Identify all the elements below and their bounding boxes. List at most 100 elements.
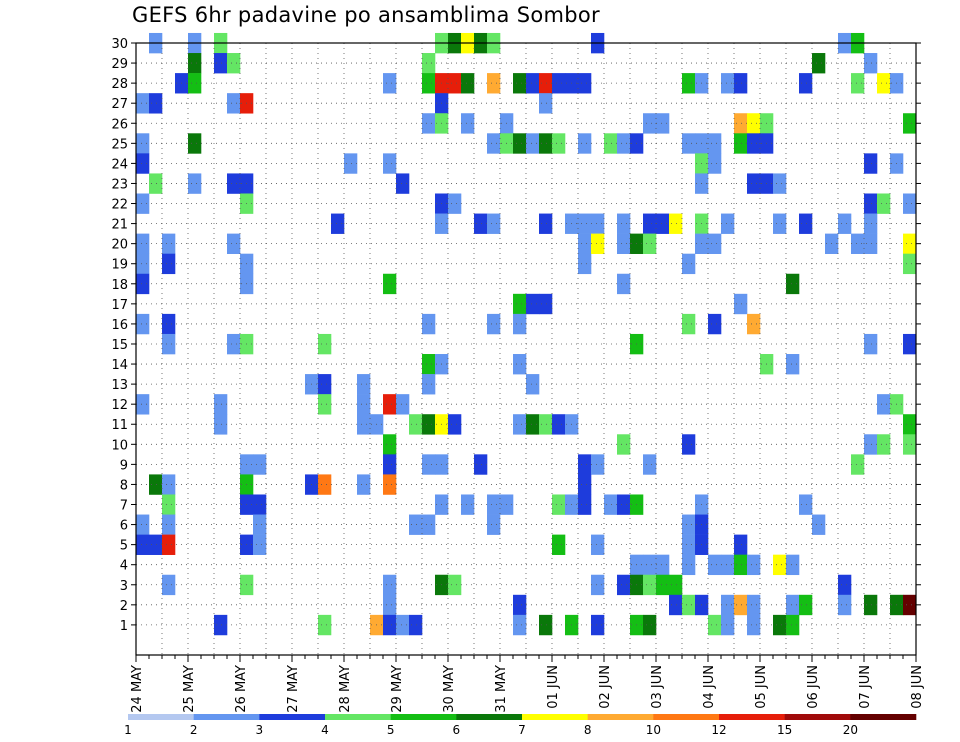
heatmap-cell (682, 595, 695, 615)
heatmap-cell (864, 193, 877, 213)
heatmap-cell (773, 555, 786, 575)
x-tick-label: 30 MAY (442, 665, 457, 713)
heatmap-cell (786, 274, 799, 294)
heatmap-cell (591, 234, 604, 254)
heatmap-cell (409, 414, 422, 434)
heatmap-cell (903, 113, 916, 133)
heatmap-cell (188, 53, 201, 73)
heatmap-cell (461, 73, 474, 93)
heatmap-cell (383, 73, 396, 93)
heatmap-cell (864, 434, 877, 454)
heatmap-cell (721, 214, 734, 234)
x-tick-label: 01 JUN (546, 665, 561, 709)
heatmap-cell (422, 414, 435, 434)
heatmap-cell (786, 615, 799, 635)
heatmap-cell (656, 555, 669, 575)
heatmap-cell (253, 515, 266, 535)
x-tick-label: 03 JUN (650, 665, 665, 709)
heatmap-cell (721, 555, 734, 575)
heatmap-cell (448, 73, 461, 93)
heatmap-cell (812, 515, 825, 535)
heatmap-cell (799, 595, 812, 615)
heatmap-cell (877, 193, 890, 213)
heatmap-cell (227, 173, 240, 193)
y-tick-label: 20 (111, 238, 128, 253)
heatmap-cell (669, 575, 682, 595)
colorbar-swatch (588, 714, 654, 720)
y-tick-label: 9 (120, 458, 128, 473)
heatmap-cell (734, 555, 747, 575)
heatmap-cell (682, 133, 695, 153)
y-tick-label: 8 (120, 478, 128, 493)
heatmap-cell (539, 133, 552, 153)
heatmap-cell (617, 434, 630, 454)
heatmap-cell (734, 133, 747, 153)
heatmap-cell (539, 93, 552, 113)
heatmap-cell (864, 334, 877, 354)
heatmap-cell (162, 575, 175, 595)
heatmap-cell (539, 73, 552, 93)
x-tick-label: 24 MAY (130, 665, 145, 713)
heatmap-cell (526, 73, 539, 93)
heatmap-cell (617, 133, 630, 153)
heatmap-cell (357, 394, 370, 414)
heatmap-cell (578, 254, 591, 274)
heatmap-cell (422, 53, 435, 73)
heatmap-cell (903, 234, 916, 254)
heatmap-cell (383, 595, 396, 615)
y-tick-label: 27 (111, 97, 128, 112)
heatmap-cell (474, 214, 487, 234)
heatmap-cell (799, 494, 812, 514)
heatmap-cell (578, 214, 591, 234)
heatmap-cell (513, 73, 526, 93)
heatmap-cell (838, 214, 851, 234)
heatmap-cell (851, 234, 864, 254)
heatmap-cell (318, 394, 331, 414)
heatmap-cell (864, 234, 877, 254)
heatmap-cell (162, 515, 175, 535)
heatmap-cell (149, 93, 162, 113)
heatmap-cell (383, 394, 396, 414)
heatmap-cell (877, 394, 890, 414)
x-tick-label: 02 JUN (598, 665, 613, 709)
y-tick-label: 6 (120, 519, 128, 534)
heatmap-cell (162, 234, 175, 254)
heatmap-cell (227, 234, 240, 254)
heatmap-cell (786, 595, 799, 615)
heatmap-cell (643, 615, 656, 635)
heatmap-cell (786, 555, 799, 575)
heatmap-cell (136, 274, 149, 294)
heatmap-cell (721, 595, 734, 615)
heatmap-cell (448, 575, 461, 595)
y-tick-label: 5 (120, 539, 128, 554)
y-tick-label: 15 (111, 338, 128, 353)
heatmap-cell (708, 555, 721, 575)
heatmap-cell (747, 113, 760, 133)
heatmap-cell (487, 494, 500, 514)
heatmap-cell (747, 314, 760, 334)
y-tick-label: 14 (111, 358, 128, 373)
heatmap-cell (552, 133, 565, 153)
heatmap-cell (682, 555, 695, 575)
heatmap-cell (487, 515, 500, 535)
heatmap-cell (643, 555, 656, 575)
heatmap-cell (383, 454, 396, 474)
heatmap-cell (526, 294, 539, 314)
heatmap-cell (318, 334, 331, 354)
heatmap-cell (669, 214, 682, 234)
heatmap-cell (162, 254, 175, 274)
heatmap-cell (656, 214, 669, 234)
heatmap-cell (539, 294, 552, 314)
y-tick-label: 7 (120, 499, 128, 514)
heatmap-cell (539, 615, 552, 635)
heatmap-cell (383, 474, 396, 494)
heatmap-cell (422, 314, 435, 334)
x-tick-label: 28 MAY (338, 665, 353, 713)
heatmap-cell (643, 113, 656, 133)
heatmap-cell (617, 494, 630, 514)
y-tick-label: 25 (111, 137, 128, 152)
heatmap-cell (318, 374, 331, 394)
heatmap-cell (136, 193, 149, 213)
y-tick-label: 19 (111, 258, 128, 273)
heatmap-cell (422, 374, 435, 394)
